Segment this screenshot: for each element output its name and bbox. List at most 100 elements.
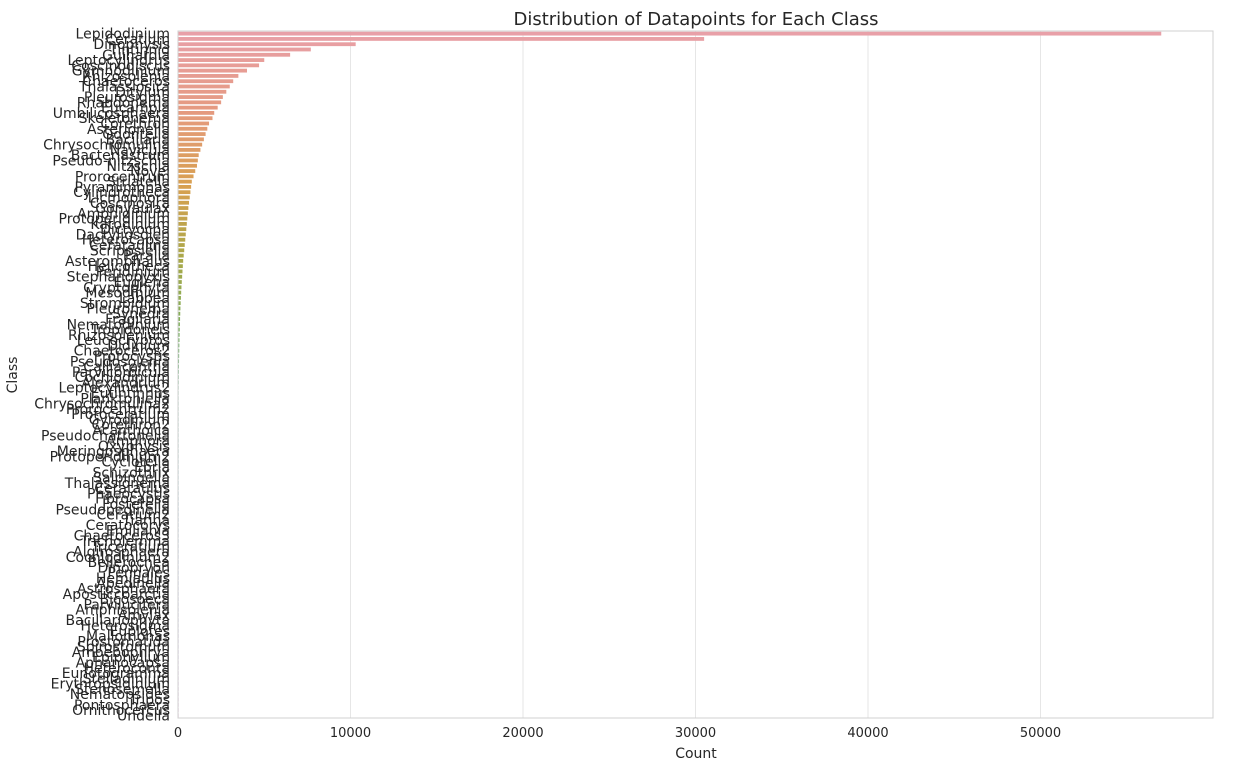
y-tick-label: Didinium — [107, 338, 170, 354]
y-tick-label: Cochlodinium — [75, 370, 170, 386]
x-tick-label: 30000 — [675, 726, 716, 741]
y-tick-label: Striatella — [107, 175, 170, 191]
y-tick-label: Astrosphaera — [77, 582, 170, 598]
bar — [178, 89, 227, 94]
y-tick-label: Navicula — [110, 143, 170, 159]
bar — [178, 253, 184, 258]
y-tick-label: Pleurosigma — [84, 90, 170, 106]
bar — [178, 163, 197, 168]
bar — [178, 317, 181, 321]
bar — [178, 137, 204, 142]
y-tick-label: Parvilucifera — [83, 597, 170, 613]
x-tick-label: 40000 — [847, 726, 888, 741]
y-tick-label: Heterocapsa — [82, 233, 170, 249]
y-tick-label: Euplotes — [110, 624, 170, 640]
y-tick-label: Tripos — [128, 693, 170, 709]
bar — [178, 84, 230, 89]
bar — [178, 169, 196, 173]
y-tick-label: Oxyphysis — [98, 439, 170, 455]
y-tick-label: Novel — [130, 164, 170, 180]
bar — [178, 68, 247, 73]
y-tick-label: Alexandrium — [81, 375, 170, 391]
y-tick-label: Nematodinium — [67, 317, 170, 333]
y-tick-label: Paralia — [123, 249, 170, 265]
bar — [178, 216, 188, 221]
y-tick-label: Planktoniella — [80, 391, 170, 407]
y-tick-label: Helicotheca — [88, 259, 170, 275]
y-tick-label: Meringosphaera — [57, 444, 170, 460]
y-tick-label: Bacillariophyta — [66, 613, 170, 629]
y-tick-label: Heteroconta — [84, 661, 170, 677]
y-tick-label: Pseudo-nitzschia — [52, 153, 170, 169]
bar — [178, 158, 198, 163]
y-tick-label: Chrysochromulina — [43, 138, 170, 154]
y-tick-label: Ceratium — [105, 32, 170, 48]
y-tick-label: Euglena — [113, 275, 170, 291]
bar — [178, 74, 239, 78]
y-tick-label: Scrippsiella — [90, 243, 170, 259]
bar — [178, 95, 223, 99]
y-tick-label: Amphidinium — [77, 206, 170, 222]
bar — [178, 79, 234, 84]
bar — [178, 105, 218, 110]
y-tick-label: Stenosemella — [75, 682, 170, 698]
y-tick-label: Guinardia — [102, 48, 170, 64]
y-tick-label: Stelladinium — [83, 671, 170, 687]
y-tick-label: Chaetoceros3 — [74, 529, 170, 545]
bar — [178, 132, 206, 136]
y-tick-label: Bacillaria — [106, 132, 170, 148]
y-tick-label: Pleuronema — [86, 301, 170, 317]
y-tick-label: Amphora — [106, 434, 170, 450]
y-tick-label: Ceratium2 — [96, 508, 170, 524]
y-tick-label: Corethron — [100, 116, 170, 132]
y-tick-label: Pontosphaera — [74, 698, 170, 714]
bar — [178, 63, 260, 68]
bar — [178, 306, 181, 311]
y-tick-label: Tropidoneis — [90, 323, 170, 339]
y-tick-label: Thalassionema — [64, 476, 170, 492]
bar — [178, 311, 181, 316]
y-tick-label: Gonyaulax — [95, 201, 170, 217]
y-tick-label: Mesodinium — [85, 286, 170, 302]
plot-frame — [177, 30, 1214, 719]
y-tick-label: Chaetoceros2 — [74, 344, 170, 360]
bar — [178, 142, 203, 147]
y-tick-label: Acanthoica — [92, 423, 170, 439]
y-tick-label: Pseudochattonella — [41, 428, 170, 444]
bar — [178, 37, 705, 41]
y-tick-label: Phaeocystis — [87, 486, 170, 502]
y-tick-label: Leucocryptos — [77, 333, 170, 349]
y-tick-label: Asterionella — [87, 122, 170, 138]
y-tick-label: Amylax — [118, 608, 170, 624]
y-tick-label: Ceratocorys — [86, 518, 170, 534]
bar — [178, 179, 192, 184]
y-tick-label: Skeletonema — [79, 111, 170, 127]
y-tick-label: Amphisolenia — [75, 603, 170, 619]
y-tick-label: Synedra — [112, 307, 170, 323]
bar — [178, 153, 199, 158]
y-tick-label: Protoceratium — [71, 407, 170, 423]
bar — [178, 42, 356, 47]
y-tick-label: Protocystis — [94, 349, 170, 365]
y-tick-label: Heterosigma — [80, 619, 170, 635]
bar — [178, 200, 190, 205]
bar — [178, 295, 181, 300]
y-tick-label: Triceratium — [90, 539, 170, 555]
y-tick-label: Cerataulina — [89, 238, 170, 254]
x-tick-label: 20000 — [502, 726, 543, 741]
y-tick-label: Aphanocapsa — [76, 656, 170, 672]
y-tick-label: Eutintinnus — [91, 386, 170, 402]
bar — [178, 58, 265, 62]
bar — [178, 31, 1162, 36]
y-tick-label: Nitzschia — [106, 159, 170, 175]
bar — [178, 359, 180, 364]
bar — [178, 190, 191, 195]
bar — [178, 47, 311, 52]
y-tick-label: Chaetoceros — [82, 74, 170, 90]
y-tick-label: Apedinella — [96, 576, 170, 592]
y-tick-label: Spirostomum — [77, 640, 170, 656]
y-tick-label: Aposticcoarctia — [63, 587, 170, 603]
bar — [178, 116, 213, 121]
bar — [178, 100, 222, 105]
bar — [178, 354, 180, 358]
